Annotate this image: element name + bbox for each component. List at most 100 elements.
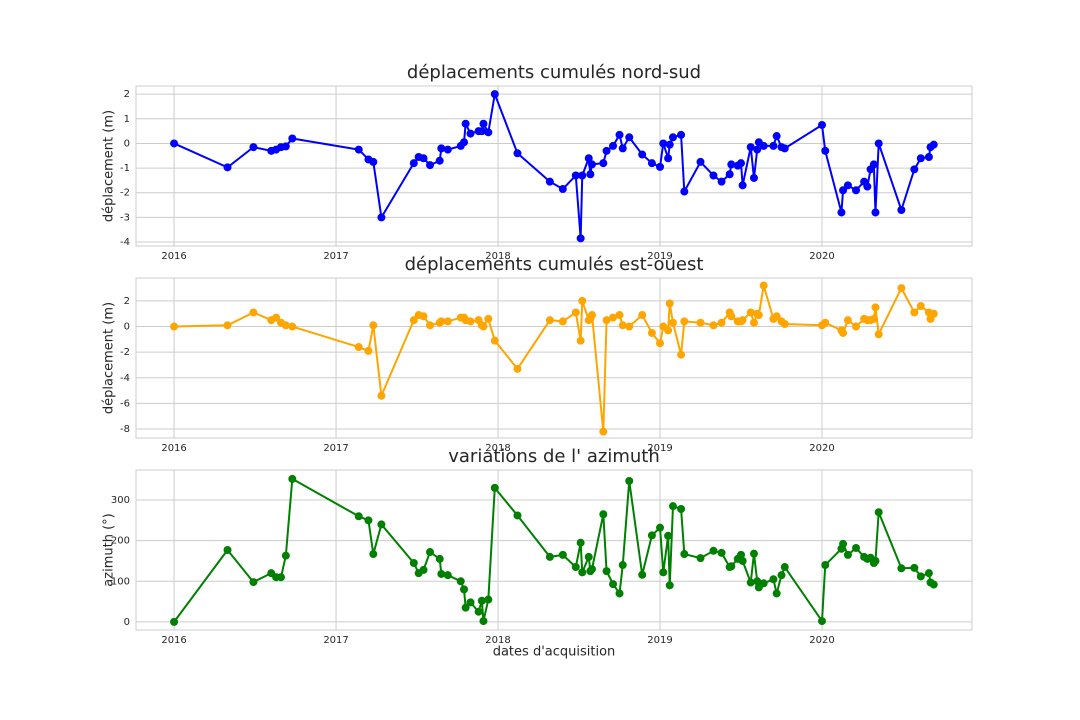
- series-marker: [668, 318, 677, 327]
- x-tick-label: 2019: [647, 443, 672, 454]
- series-marker: [490, 336, 499, 345]
- series-marker: [818, 120, 827, 129]
- series-marker: [737, 159, 746, 168]
- y-tick-label: 2: [124, 296, 130, 307]
- y-tick-label: 0: [124, 617, 130, 628]
- series-marker: [409, 558, 418, 567]
- series-marker: [821, 146, 830, 155]
- y-tick-label: 0: [124, 138, 130, 149]
- series-marker: [680, 550, 689, 559]
- chart-title: variations de l' azimuth: [448, 446, 659, 467]
- series-marker: [659, 139, 668, 148]
- series-marker: [821, 318, 830, 327]
- series-marker: [818, 617, 827, 626]
- series-marker: [668, 502, 677, 511]
- series-marker: [772, 312, 781, 321]
- series-marker: [513, 511, 522, 520]
- series-marker: [474, 607, 483, 616]
- series-marker: [466, 317, 475, 326]
- series-marker: [490, 483, 499, 492]
- y-tick-label: -2: [120, 188, 130, 199]
- series-marker: [625, 133, 634, 142]
- series-marker: [843, 550, 852, 559]
- series-marker: [874, 330, 883, 339]
- series-marker: [479, 322, 488, 331]
- y-axis-label: déplacement (m): [102, 110, 117, 222]
- series-marker: [874, 508, 883, 517]
- series-marker: [696, 554, 705, 563]
- y-axis-label: azimuth (°): [102, 513, 117, 586]
- y-tick-label: -4: [120, 237, 130, 248]
- series-marker: [871, 208, 880, 217]
- series-marker: [664, 531, 673, 540]
- series-marker: [276, 573, 285, 582]
- x-tick-label: 2020: [809, 251, 834, 262]
- series-marker: [738, 316, 747, 325]
- series-marker: [576, 336, 585, 345]
- series-marker: [288, 474, 297, 483]
- series-marker: [419, 154, 428, 163]
- series-marker: [874, 139, 883, 148]
- series-marker: [863, 182, 872, 191]
- series-marker: [664, 154, 673, 163]
- series-marker: [599, 427, 608, 436]
- series-marker: [839, 186, 848, 195]
- series-marker: [769, 575, 778, 584]
- series-marker: [664, 326, 673, 335]
- series-marker: [837, 208, 846, 217]
- series-marker: [746, 578, 755, 587]
- x-tick-label: 2017: [323, 443, 348, 454]
- series-marker: [479, 617, 488, 626]
- series-marker: [638, 570, 647, 579]
- series-marker: [364, 346, 373, 355]
- series-marker: [910, 165, 919, 174]
- series-marker: [656, 339, 665, 348]
- series-marker: [759, 281, 768, 290]
- series-marker: [599, 510, 608, 519]
- series-marker: [419, 312, 428, 321]
- y-tick-label: -2: [120, 347, 130, 358]
- series-marker: [677, 130, 686, 139]
- series-marker: [638, 311, 647, 320]
- series-marker: [576, 538, 585, 547]
- series-marker: [545, 177, 554, 186]
- series-marker: [780, 563, 789, 572]
- series-marker: [647, 159, 656, 168]
- y-tick-label: -6: [120, 398, 130, 409]
- series-marker: [281, 551, 290, 560]
- series-marker: [839, 539, 848, 548]
- series-marker: [513, 364, 522, 373]
- series-marker: [466, 129, 475, 138]
- series-marker: [738, 556, 747, 565]
- x-tick-label: 2020: [809, 443, 834, 454]
- series-marker: [578, 568, 587, 577]
- series-marker: [772, 132, 781, 141]
- x-tick-label: 2016: [161, 251, 186, 262]
- series-marker: [354, 145, 363, 154]
- series-marker: [571, 171, 580, 180]
- series-marker: [869, 160, 878, 169]
- series-marker: [609, 141, 618, 150]
- series-marker: [929, 140, 938, 149]
- series-marker: [696, 318, 705, 327]
- series-marker: [647, 328, 656, 337]
- series-marker: [249, 143, 258, 152]
- x-tick-label: 2020: [809, 635, 834, 646]
- series-marker: [618, 321, 627, 330]
- series-marker: [727, 312, 736, 321]
- series-marker: [615, 589, 624, 598]
- series-marker: [599, 159, 608, 168]
- series-marker: [369, 550, 378, 559]
- series-marker: [871, 556, 880, 565]
- x-tick-label: 2018: [485, 251, 510, 262]
- series-marker: [727, 160, 736, 169]
- series-marker: [460, 138, 469, 147]
- series-marker: [369, 321, 378, 330]
- series-marker: [272, 313, 281, 322]
- series-marker: [484, 314, 493, 323]
- plot-frame: [135, 469, 973, 631]
- series-marker: [717, 177, 726, 186]
- series-marker: [668, 133, 677, 142]
- y-tick-label: 100: [111, 576, 130, 587]
- series-marker: [377, 391, 386, 400]
